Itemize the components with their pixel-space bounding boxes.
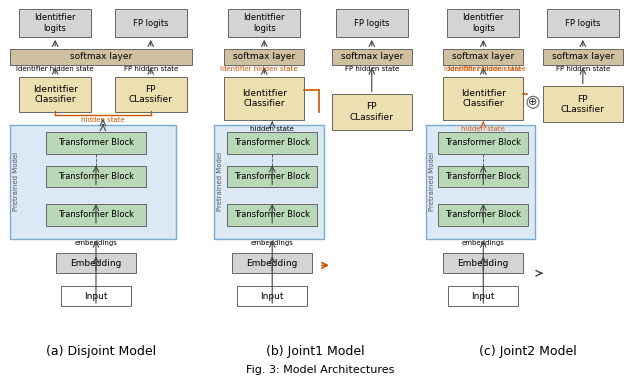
Text: Transformer Block: Transformer Block: [445, 172, 522, 181]
Text: softmax layer: softmax layer: [70, 52, 132, 61]
Text: Identitfier
logits: Identitfier logits: [243, 13, 285, 33]
Bar: [438, 166, 528, 187]
Bar: [10, 125, 175, 239]
Text: FP hidden state: FP hidden state: [124, 66, 178, 72]
Text: embeddings: embeddings: [74, 240, 117, 246]
Bar: [444, 49, 523, 65]
Text: Transformer Block: Transformer Block: [234, 210, 310, 219]
Text: Transformer Block: Transformer Block: [58, 138, 134, 147]
Bar: [46, 166, 146, 187]
Bar: [227, 166, 317, 187]
Text: Transformer Block: Transformer Block: [234, 172, 310, 181]
Bar: [46, 204, 146, 226]
Bar: [447, 9, 519, 37]
Text: FP hidden state: FP hidden state: [345, 66, 399, 72]
Bar: [225, 49, 304, 65]
Text: Transformer Block: Transformer Block: [58, 172, 134, 181]
Text: Identifier hidden state: Identifier hidden state: [220, 66, 298, 72]
Text: hidden state: hidden state: [81, 117, 125, 123]
Text: Transformer Block: Transformer Block: [445, 138, 522, 147]
Circle shape: [527, 96, 539, 108]
Bar: [444, 254, 523, 273]
Text: Transformer Block: Transformer Block: [445, 210, 522, 219]
Bar: [228, 9, 300, 37]
Text: FP logits: FP logits: [133, 19, 168, 28]
Text: Embedding: Embedding: [70, 259, 122, 268]
Text: hidden state: hidden state: [250, 126, 294, 132]
Bar: [19, 9, 91, 37]
Bar: [336, 9, 408, 37]
Bar: [547, 9, 619, 37]
Text: Identitfier
Classifier: Identitfier Classifier: [461, 89, 506, 108]
Bar: [10, 49, 191, 65]
Text: Embedding: Embedding: [458, 259, 509, 268]
Bar: [46, 132, 146, 153]
Text: hidden state: hidden state: [461, 126, 505, 132]
Bar: [19, 77, 91, 112]
Text: FP
CLassifier: FP CLassifier: [129, 85, 173, 104]
Bar: [225, 77, 304, 120]
Bar: [332, 49, 412, 65]
Text: FP
CLassifier: FP CLassifier: [561, 94, 605, 114]
Text: softmax layer: softmax layer: [452, 52, 515, 61]
Bar: [332, 94, 412, 130]
Text: Transformer Block: Transformer Block: [234, 138, 310, 147]
Bar: [444, 77, 523, 120]
Text: Input: Input: [260, 291, 284, 301]
Text: Pretrained Model: Pretrained Model: [218, 152, 223, 211]
Bar: [227, 204, 317, 226]
Text: Identifier hidden state: Identifier hidden state: [449, 66, 526, 72]
Text: Identitfier
Classifier: Identitfier Classifier: [33, 85, 77, 104]
Text: FP logits: FP logits: [565, 19, 600, 28]
Bar: [449, 286, 518, 306]
Text: Fig. 3: Model Architectures: Fig. 3: Model Architectures: [246, 365, 394, 375]
Text: (a) Disjoint Model: (a) Disjoint Model: [46, 345, 156, 359]
Bar: [61, 286, 131, 306]
Bar: [438, 204, 528, 226]
Bar: [543, 86, 623, 122]
Bar: [237, 286, 307, 306]
Bar: [56, 254, 136, 273]
Bar: [227, 132, 317, 153]
Bar: [232, 254, 312, 273]
Text: embeddings: embeddings: [251, 240, 294, 246]
Bar: [438, 132, 528, 153]
Bar: [543, 49, 623, 65]
Text: Identitfier
Classifier: Identitfier Classifier: [242, 89, 287, 108]
Text: FP
CLassifier: FP CLassifier: [350, 102, 394, 122]
Text: Input: Input: [84, 291, 108, 301]
Text: Embedding: Embedding: [246, 259, 298, 268]
Bar: [426, 125, 535, 239]
Text: ⊕: ⊕: [529, 97, 538, 107]
Text: Input: Input: [472, 291, 495, 301]
Text: Identifier hidden state: Identifier hidden state: [444, 66, 522, 72]
Text: Pretrained Model: Pretrained Model: [429, 152, 435, 211]
Text: Identitfier
logits: Identitfier logits: [35, 13, 76, 33]
Text: embeddings: embeddings: [462, 240, 505, 246]
Text: Identifier hidden state: Identifier hidden state: [17, 66, 94, 72]
Text: Pretrained Model: Pretrained Model: [13, 152, 19, 211]
Text: Transformer Block: Transformer Block: [58, 210, 134, 219]
Text: softmax layer: softmax layer: [233, 52, 296, 61]
Bar: [115, 9, 187, 37]
Text: (b) Joint1 Model: (b) Joint1 Model: [266, 345, 364, 359]
Text: (c) Joint2 Model: (c) Joint2 Model: [479, 345, 577, 359]
Text: softmax layer: softmax layer: [340, 52, 403, 61]
Bar: [115, 77, 187, 112]
Text: FP hidden state: FP hidden state: [556, 66, 610, 72]
Text: softmax layer: softmax layer: [552, 52, 614, 61]
Text: Identitfier
logits: Identitfier logits: [463, 13, 504, 33]
Text: FP logits: FP logits: [354, 19, 390, 28]
Bar: [214, 125, 324, 239]
